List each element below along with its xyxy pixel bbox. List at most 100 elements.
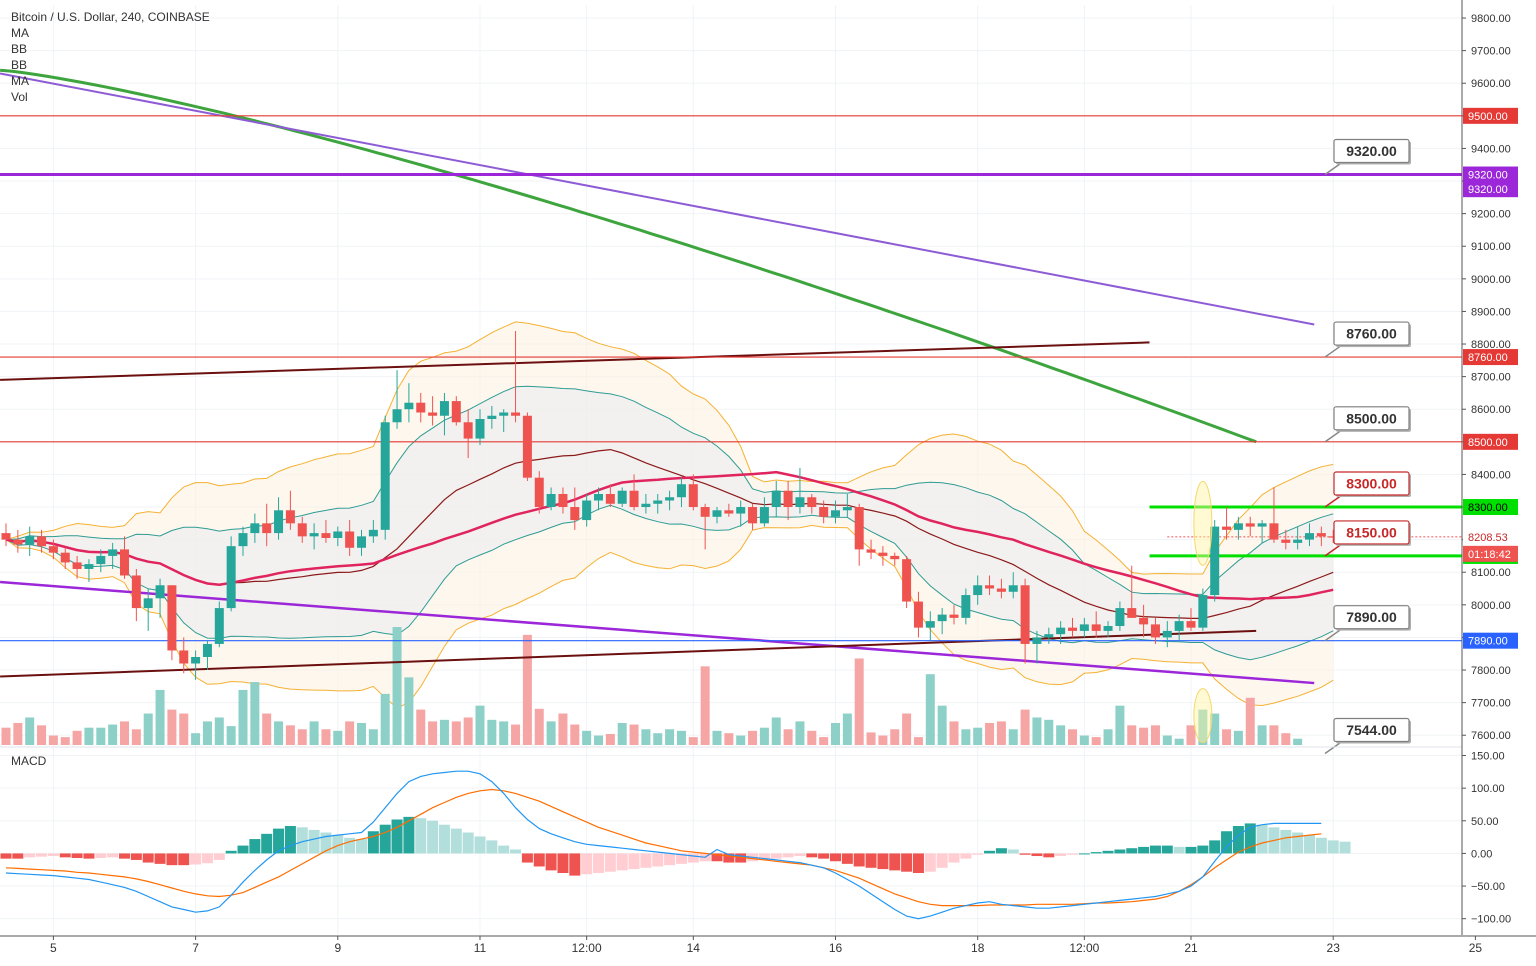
candle[interactable] — [357, 529, 366, 556]
indicator-bb-1[interactable]: BB — [11, 42, 28, 56]
candlesticks[interactable] — [1, 330, 1338, 680]
candle[interactable] — [807, 493, 817, 514]
candle[interactable] — [1257, 520, 1267, 543]
candle[interactable] — [925, 611, 935, 641]
candle[interactable] — [84, 559, 94, 583]
candle[interactable] — [179, 637, 189, 674]
candle[interactable] — [771, 480, 781, 517]
candle[interactable] — [368, 520, 378, 543]
price-callout[interactable]: 8150.00 — [1324, 520, 1411, 557]
candle[interactable] — [238, 526, 248, 556]
indicator-ma-2[interactable]: MA — [11, 74, 29, 88]
candle[interactable] — [167, 585, 177, 661]
candle[interactable] — [285, 490, 295, 530]
candle[interactable] — [1020, 578, 1030, 664]
candle[interactable] — [487, 405, 497, 429]
candle[interactable] — [996, 578, 1006, 599]
price-callout[interactable]: 8500.00 — [1324, 406, 1411, 443]
candle[interactable] — [1091, 611, 1101, 638]
candle[interactable] — [297, 516, 307, 543]
candle[interactable] — [558, 487, 568, 514]
candle[interactable] — [1328, 529, 1338, 543]
candle[interactable] — [202, 640, 212, 671]
candle[interactable] — [1198, 588, 1208, 631]
candle[interactable] — [985, 575, 995, 596]
level-axis-tag[interactable]: 7890.00 — [1463, 632, 1518, 649]
candle[interactable] — [1056, 621, 1066, 644]
green-level-axis-tag[interactable]: 8300.00 — [1463, 499, 1518, 516]
candle[interactable] — [333, 526, 343, 547]
candle[interactable] — [131, 568, 141, 622]
candle[interactable] — [250, 513, 260, 543]
candle[interactable] — [321, 520, 331, 543]
candle[interactable] — [392, 370, 402, 429]
candle[interactable] — [1293, 526, 1303, 550]
candle[interactable] — [96, 549, 106, 573]
candle[interactable] — [1281, 529, 1291, 550]
candle[interactable] — [712, 507, 722, 524]
candle[interactable] — [1162, 621, 1172, 648]
candle[interactable] — [13, 529, 23, 553]
candle[interactable] — [795, 467, 805, 514]
candle[interactable] — [1008, 572, 1018, 599]
candle[interactable] — [1210, 520, 1220, 602]
candle[interactable] — [1068, 617, 1077, 638]
candle[interactable] — [380, 415, 390, 540]
candle[interactable] — [831, 500, 840, 524]
candle[interactable] — [511, 330, 521, 423]
price-callout[interactable]: 8760.00 — [1324, 321, 1411, 358]
candle[interactable] — [1079, 617, 1089, 638]
candle[interactable] — [72, 555, 82, 579]
candle[interactable] — [48, 539, 58, 560]
candle[interactable] — [629, 474, 639, 511]
price-callout[interactable]: 7544.00 — [1324, 717, 1411, 755]
candle[interactable] — [428, 396, 438, 426]
candle[interactable] — [570, 487, 580, 530]
candle[interactable] — [1150, 617, 1160, 644]
candle[interactable] — [1139, 604, 1149, 638]
candle[interactable] — [594, 487, 603, 511]
candle[interactable] — [60, 547, 70, 569]
candle[interactable] — [736, 500, 746, 527]
candle[interactable] — [226, 536, 236, 612]
symbol-title[interactable]: Bitcoin / U.S. Dollar, 240, COINBASE — [11, 10, 210, 24]
candle[interactable] — [1222, 507, 1232, 540]
level-axis-tag[interactable]: 9320.00 — [1463, 166, 1518, 183]
candle[interactable] — [605, 484, 615, 508]
macd-pane-label[interactable]: MACD — [11, 754, 47, 768]
candle[interactable] — [1127, 565, 1137, 618]
candle[interactable] — [274, 497, 284, 540]
candle[interactable] — [214, 601, 224, 648]
indicator-bb-2[interactable]: BB — [11, 58, 28, 72]
candle[interactable] — [499, 409, 509, 433]
candle[interactable] — [688, 474, 698, 511]
candle[interactable] — [819, 500, 829, 524]
candle[interactable] — [1032, 630, 1042, 664]
price-callout[interactable]: 8300.00 — [1324, 471, 1411, 508]
candle[interactable] — [522, 412, 532, 481]
level-axis-tag[interactable]: 8500.00 — [1463, 433, 1518, 450]
candle[interactable] — [890, 552, 900, 566]
candle[interactable] — [878, 546, 888, 566]
candle[interactable] — [1186, 608, 1196, 631]
candle[interactable] — [961, 588, 971, 625]
candle[interactable] — [783, 480, 793, 521]
candle[interactable] — [1, 523, 11, 547]
candle[interactable] — [759, 497, 769, 527]
candle[interactable] — [866, 539, 876, 560]
level-axis-tag[interactable]: 9500.00 — [1463, 107, 1518, 124]
candle[interactable] — [1115, 601, 1125, 631]
candle[interactable] — [617, 487, 627, 508]
candle[interactable] — [1233, 516, 1243, 540]
candle[interactable] — [724, 503, 734, 517]
macd-pane[interactable] — [0, 746, 1462, 920]
candle[interactable] — [854, 503, 864, 566]
price-callout[interactable]: 9320.00 — [1324, 138, 1411, 176]
candle[interactable] — [345, 520, 355, 556]
candle[interactable] — [534, 471, 544, 514]
level-axis-tag[interactable]: 8760.00 — [1463, 349, 1518, 366]
candle[interactable] — [748, 503, 758, 530]
candle[interactable] — [676, 477, 686, 508]
candle[interactable] — [1103, 621, 1113, 638]
countdown-tag[interactable]: 01:18:42 — [1463, 545, 1518, 562]
